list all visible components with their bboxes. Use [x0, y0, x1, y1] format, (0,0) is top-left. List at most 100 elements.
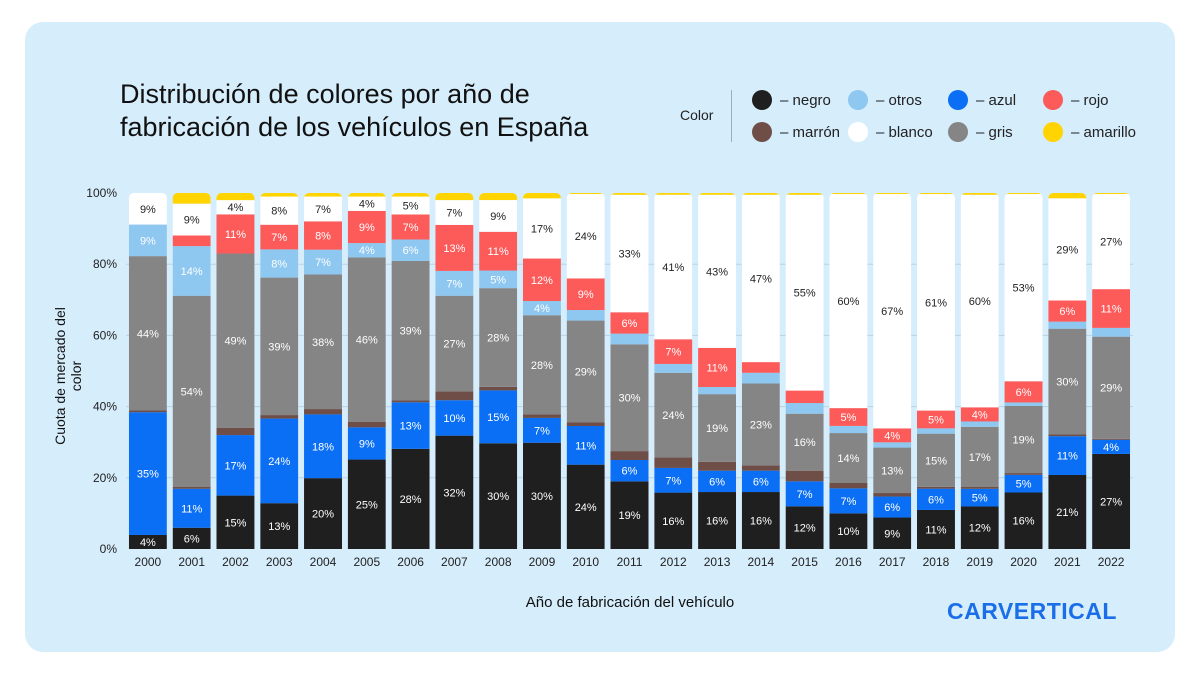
bar-segment [128, 224, 167, 257]
bar-segment [610, 312, 649, 334]
bar-2001 [172, 193, 211, 549]
data-label: 11% [706, 362, 727, 374]
data-label: 4% [359, 199, 375, 211]
bar-segment [741, 194, 780, 363]
data-label: 11% [1057, 451, 1078, 463]
data-label: 55% [794, 288, 816, 300]
bar-segment [216, 200, 255, 215]
bar-segment [172, 246, 211, 296]
data-label: 9% [140, 235, 156, 247]
bar-segment [260, 277, 299, 416]
bar-segment [347, 196, 386, 211]
bar-segment [1004, 193, 1043, 195]
data-label: 6% [753, 476, 769, 488]
bar-segment [873, 493, 912, 497]
data-label: 5% [840, 412, 856, 424]
bar-segment [435, 435, 474, 549]
bar-segment [479, 386, 518, 391]
bar-segment [216, 193, 255, 201]
data-label: 7% [665, 475, 681, 487]
bar-segment [128, 256, 167, 411]
legend-swatch [752, 90, 772, 110]
x-axis-label: Año de fabricación del vehículo [525, 594, 735, 611]
bar-segment [128, 410, 167, 413]
bar-segment [1048, 474, 1087, 549]
bar-segment [216, 253, 255, 428]
bar-segment [566, 425, 605, 465]
bar-segment [654, 193, 693, 195]
data-label: 7% [665, 347, 681, 359]
bar-segment [960, 407, 999, 422]
bar-segment [1004, 405, 1043, 474]
bar-segment [1048, 321, 1087, 329]
data-label: 19% [1013, 435, 1035, 447]
bar-segment [522, 258, 561, 302]
x-tick-label: 2022 [1098, 555, 1125, 569]
data-label: 15% [925, 455, 947, 467]
data-label: 13% [881, 465, 903, 477]
bar-segment [610, 481, 649, 549]
data-label: 53% [1013, 283, 1035, 295]
bar-segment [829, 408, 868, 426]
bar-segment [522, 414, 561, 418]
chart-title: Distribución de colores por año de fabri… [120, 79, 589, 142]
data-label: 30% [531, 491, 553, 503]
legend-divider [731, 90, 732, 142]
bar-segment [304, 221, 343, 250]
data-label: 60% [837, 296, 859, 308]
bar-2019 [960, 193, 999, 549]
bar-segment [916, 486, 955, 489]
bar-segment [435, 295, 474, 392]
data-label: 67% [881, 306, 903, 318]
bar-segment [172, 235, 211, 247]
data-label: 27% [1100, 237, 1122, 249]
legend-swatch [1043, 90, 1063, 110]
bar-2021 [1048, 193, 1087, 549]
bar-segment [654, 457, 693, 468]
x-tick-label: 2003 [266, 555, 293, 569]
y-tick-label: 20% [93, 471, 117, 485]
bar-segment [128, 534, 167, 549]
bar-segment [654, 467, 693, 493]
bar-segment [260, 196, 299, 225]
bar-segment [347, 193, 386, 197]
bar-segment [1004, 473, 1043, 475]
data-label: 29% [1100, 383, 1122, 395]
bar-segment [260, 193, 299, 197]
x-tick-label: 2006 [397, 555, 424, 569]
bar-segment [260, 415, 299, 419]
data-label: 6% [184, 533, 200, 545]
bar-segment [304, 249, 343, 275]
data-label: 17% [969, 452, 991, 464]
data-label: 7% [840, 496, 856, 508]
bar-segment [829, 194, 868, 409]
bar-segment [829, 513, 868, 549]
data-label: 6% [928, 494, 944, 506]
data-label: 9% [184, 215, 200, 227]
bar-segment [522, 301, 561, 316]
data-label: 7% [271, 232, 287, 244]
bar-segment [610, 193, 649, 195]
bar-segment [1004, 402, 1043, 406]
data-label: 47% [750, 273, 772, 285]
data-label: 11% [1101, 303, 1122, 315]
data-label: 18% [312, 441, 334, 453]
legend-item: – azul [948, 90, 1016, 110]
bar-segment [216, 214, 255, 254]
bar-segment [741, 193, 780, 195]
data-label: 49% [224, 336, 246, 348]
bar-segment [435, 224, 474, 271]
data-label: 24% [575, 502, 597, 514]
x-tick-label: 2009 [529, 555, 556, 569]
data-label: 17% [531, 223, 553, 235]
bar-segment [435, 391, 474, 401]
data-label: 12% [969, 523, 991, 535]
bar-segment [522, 417, 561, 443]
bar-2013 [698, 193, 737, 549]
x-tick-label: 2020 [1010, 555, 1037, 569]
x-tick-label: 2002 [222, 555, 249, 569]
bar-segment [566, 278, 605, 311]
data-label: 5% [490, 274, 506, 286]
data-label: 7% [315, 257, 331, 269]
data-label: 9% [884, 528, 900, 540]
